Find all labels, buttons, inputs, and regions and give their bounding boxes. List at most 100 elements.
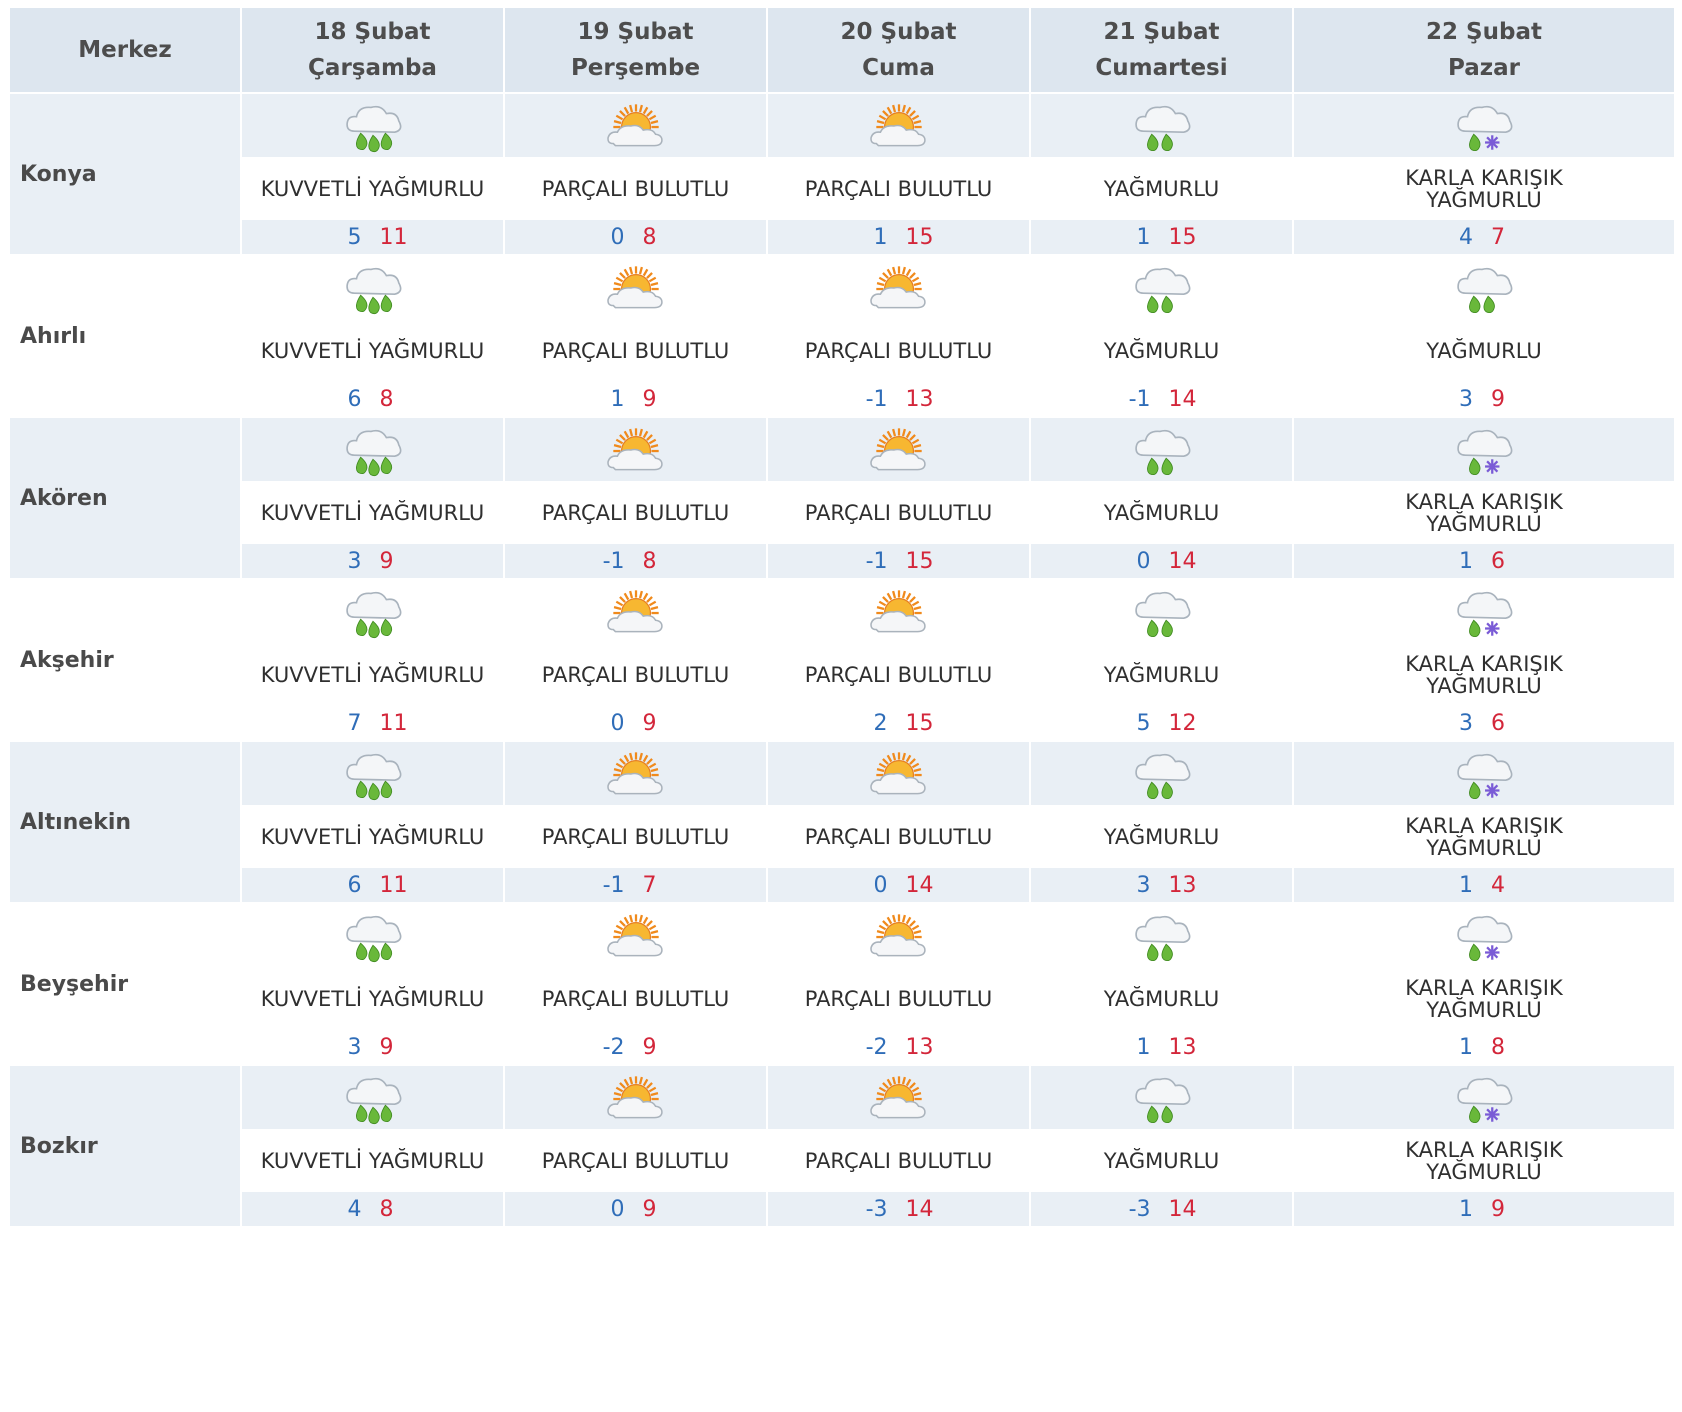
day-header: 20 Şubat Cuma bbox=[766, 6, 1031, 94]
max-temperature: 8 bbox=[379, 386, 394, 412]
location-name: Konya bbox=[8, 92, 242, 256]
icon-row: Bozkır bbox=[8, 1064, 1676, 1228]
location-name: Akören bbox=[8, 416, 242, 580]
condition-text: PARÇALI BULUTLU bbox=[766, 643, 1031, 706]
min-temperature: 1 bbox=[1136, 1034, 1151, 1060]
weather-icon-cell bbox=[1029, 254, 1294, 321]
temperature-row: 6 11 -1 7 0 14 3 13 1 4 bbox=[9, 866, 1676, 904]
condition-text: PARÇALI BULUTLU bbox=[503, 157, 768, 220]
temperature-cell: 5 11 bbox=[240, 218, 505, 256]
weather-icon-cell bbox=[1029, 92, 1294, 159]
min-temperature: -1 bbox=[865, 548, 888, 574]
condition-text: PARÇALI BULUTLU bbox=[503, 1129, 768, 1192]
weather-icon-cell bbox=[503, 416, 768, 483]
icon-row: Akören bbox=[8, 416, 1676, 580]
rain-icon bbox=[1134, 915, 1190, 961]
max-temperature: 13 bbox=[905, 386, 934, 412]
heavy-rain-icon bbox=[345, 753, 401, 800]
weather-icon-cell bbox=[1292, 1064, 1676, 1131]
max-temperature: 11 bbox=[379, 872, 408, 898]
condition-text: YAĞMURLU bbox=[1029, 481, 1294, 544]
weather-icon-cell bbox=[240, 416, 505, 483]
max-temperature: 14 bbox=[1168, 548, 1197, 574]
condition-row: KUVVETLİ YAĞMURLU PARÇALI BULUTLU PARÇALI … bbox=[9, 805, 1676, 868]
max-temperature: 8 bbox=[1491, 1034, 1505, 1060]
day-weekday: Çarşamba bbox=[308, 55, 437, 81]
weather-icon-cell bbox=[240, 1064, 505, 1131]
temperature-cell: 1 15 bbox=[1029, 218, 1294, 256]
temperature-cell: -2 9 bbox=[503, 1028, 768, 1066]
condition-text: YAĞMURLU bbox=[1029, 319, 1294, 382]
min-temperature: 0 bbox=[610, 710, 625, 736]
day-weekday: Cuma bbox=[862, 55, 935, 81]
condition-text: YAĞMURLU bbox=[1029, 967, 1294, 1030]
partly-cloudy-icon bbox=[869, 265, 926, 308]
weather-icon-cell bbox=[1292, 578, 1676, 645]
location-label: Merkez bbox=[78, 37, 172, 63]
day-date: 18 Şubat bbox=[314, 19, 431, 45]
max-temperature: 9 bbox=[642, 1196, 657, 1222]
location-name: Bozkır bbox=[8, 1064, 242, 1228]
condition-text: KARLA KARIŞIK YAĞMURLU bbox=[1292, 967, 1676, 1030]
temperature-cell: 6 11 bbox=[240, 866, 505, 904]
location-name: Altınekin bbox=[8, 740, 242, 904]
rain-icon bbox=[1134, 1077, 1190, 1123]
max-temperature: 15 bbox=[905, 548, 934, 574]
condition-row: KUVVETLİ YAĞMURLU PARÇALI BULUTLU PARÇALI … bbox=[9, 967, 1676, 1030]
day-date: 22 Şubat bbox=[1426, 19, 1542, 45]
min-temperature: 1 bbox=[610, 386, 625, 412]
min-temperature: 3 bbox=[347, 548, 362, 574]
max-temperature: 6 bbox=[1491, 548, 1505, 574]
weather-icon-cell bbox=[766, 902, 1031, 969]
partly-cloudy-icon bbox=[606, 1075, 663, 1118]
min-temperature: 1 bbox=[1459, 1196, 1473, 1222]
max-temperature: 9 bbox=[642, 1034, 657, 1060]
sleet-icon bbox=[1457, 915, 1513, 961]
min-temperature: 0 bbox=[1136, 548, 1151, 574]
weather-icon-cell bbox=[766, 92, 1031, 159]
condition-row: KUVVETLİ YAĞMURLU PARÇALI BULUTLU PARÇALI … bbox=[9, 481, 1676, 544]
day-weekday: Pazar bbox=[1447, 55, 1520, 81]
temperature-cell: 2 15 bbox=[766, 704, 1031, 742]
min-temperature: 3 bbox=[347, 1034, 362, 1060]
weather-icon-cell bbox=[240, 578, 505, 645]
temperature-cell: -3 14 bbox=[766, 1190, 1031, 1228]
weather-icon-cell bbox=[503, 254, 768, 321]
condition-text: KARLA KARIŞIK YAĞMURLU bbox=[1292, 805, 1676, 868]
weather-icon-cell bbox=[1029, 902, 1294, 969]
min-temperature: 1 bbox=[1459, 1034, 1473, 1060]
condition-text: KARLA KARIŞIK YAĞMURLU bbox=[1292, 481, 1676, 544]
weather-icon-cell bbox=[1029, 1064, 1294, 1131]
weather-icon-cell bbox=[766, 740, 1031, 807]
condition-row: KUVVETLİ YAĞMURLU PARÇALI BULUTLU PARÇALI … bbox=[9, 319, 1676, 382]
day-header: 19 Şubat Perşembe bbox=[503, 6, 768, 94]
max-temperature: 14 bbox=[905, 1196, 934, 1222]
condition-row: KUVVETLİ YAĞMURLU PARÇALI BULUTLU PARÇALI … bbox=[9, 1129, 1676, 1192]
max-temperature: 13 bbox=[1168, 1034, 1197, 1060]
partly-cloudy-icon bbox=[606, 589, 663, 632]
condition-text: YAĞMURLU bbox=[1029, 157, 1294, 220]
max-temperature: 14 bbox=[1168, 386, 1197, 412]
max-temperature: 9 bbox=[379, 548, 394, 574]
condition-text: YAĞMURLU bbox=[1292, 319, 1676, 382]
min-temperature: 0 bbox=[873, 872, 888, 898]
weather-icon-cell bbox=[1029, 740, 1294, 807]
max-temperature: 13 bbox=[905, 1034, 934, 1060]
condition-text: PARÇALI BULUTLU bbox=[766, 481, 1031, 544]
min-temperature: 6 bbox=[347, 872, 362, 898]
max-temperature: 11 bbox=[379, 224, 408, 250]
max-temperature: 15 bbox=[1168, 224, 1197, 250]
weather-icon-cell bbox=[240, 254, 505, 321]
min-temperature: 4 bbox=[1459, 224, 1473, 250]
max-temperature: 14 bbox=[1168, 1196, 1197, 1222]
temperature-row: 5 11 0 8 1 15 1 15 4 7 bbox=[9, 218, 1676, 256]
header-row: Merkez 18 Şubat Çarşamba 19 Şubat Perşembe… bbox=[8, 6, 1676, 94]
min-temperature: 3 bbox=[1459, 386, 1473, 412]
